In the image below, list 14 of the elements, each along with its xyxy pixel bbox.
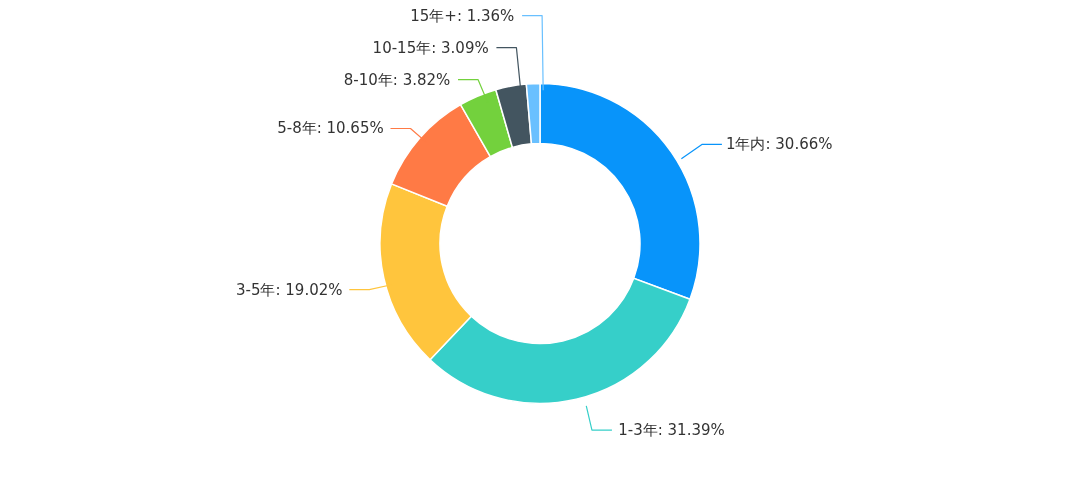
slice-label: 1年内 bbox=[725, 135, 766, 154]
data-label: : 1.36% bbox=[456, 6, 515, 25]
slice-label: 15年+ bbox=[410, 6, 457, 25]
slice-label: 3-5年 bbox=[235, 280, 276, 299]
data-label: : 3.82% bbox=[392, 70, 451, 89]
slice-label: 10-15年 bbox=[372, 38, 432, 57]
data-label: : 19.02% bbox=[275, 280, 343, 299]
slice-label: 8-10年 bbox=[343, 70, 393, 89]
slice-label: 1-3年 bbox=[618, 421, 658, 440]
data-label: : 3.09% bbox=[431, 38, 489, 57]
data-label: : 10.65% bbox=[316, 119, 384, 138]
slice-label: 5-8年 bbox=[277, 119, 317, 138]
data-label: : 30.66% bbox=[765, 135, 833, 154]
data-label: : 31.39% bbox=[657, 421, 725, 440]
